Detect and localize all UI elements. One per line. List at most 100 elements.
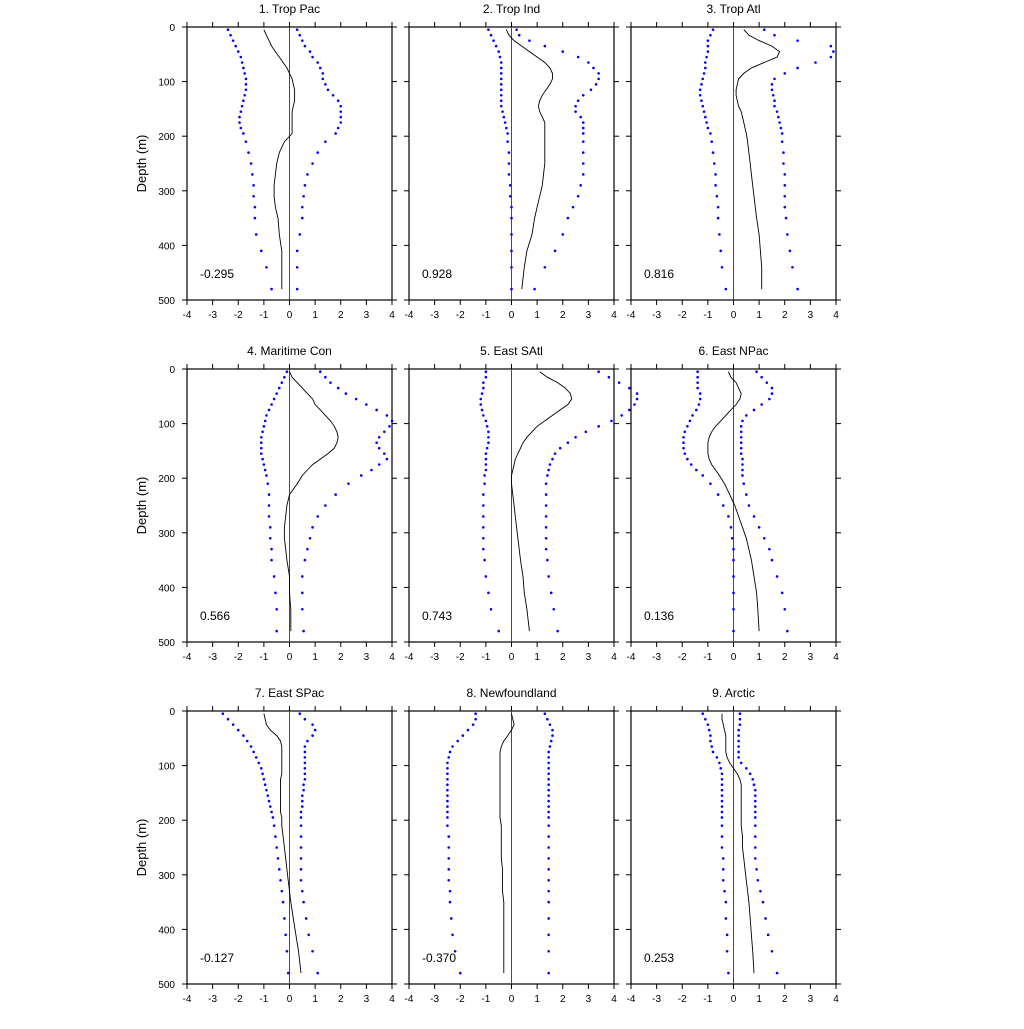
- panel-8-x-tick-label: 3: [586, 994, 592, 1005]
- panel-3-x-tick-label: 3: [808, 310, 814, 321]
- panel-6-lower-bound-point: [691, 414, 694, 417]
- panel-1-upper-bound-point: [306, 173, 309, 176]
- panel-2-upper-bound-point: [528, 39, 531, 42]
- panel-3-x-tick-label: 4: [833, 310, 839, 321]
- panel-5-title: 5. East SAtl: [480, 344, 543, 358]
- panel-6-upper-bound-point: [760, 375, 763, 379]
- panel-9-lower-bound-point: [706, 723, 710, 726]
- panel-5-mean-line: [511, 371, 573, 632]
- panel-8-upper-bound-point: [548, 745, 552, 748]
- panel-4-lower-bound-point: [275, 607, 278, 611]
- panel-8-lower-bound-point: [453, 949, 457, 953]
- panel-5-lower-bound-point: [482, 381, 485, 384]
- panel-4-y-tick-label: 200: [158, 474, 175, 485]
- panel-7-lower-bound-point: [284, 933, 287, 937]
- panel-4-upper-bound-point: [385, 457, 389, 461]
- panel-6-lower-bound-point: [732, 607, 735, 611]
- panel-6-upper-bound-point: [745, 414, 748, 417]
- panel-3-lower-bound-point: [711, 28, 715, 32]
- panel-6-mean-line: [707, 371, 760, 632]
- panel-4-lower-bound-point: [263, 419, 267, 423]
- panel-4-lower-bound-point: [263, 468, 267, 472]
- panel-7-x-tick-label: 4: [389, 994, 395, 1005]
- panel-9-lower-bound-point: [721, 857, 725, 860]
- panel-6-lower-bound-point: [696, 375, 699, 379]
- panel-3-upper-bound-point: [814, 61, 817, 64]
- panel-1-lower-bound-point: [253, 216, 257, 220]
- panel-6-upper-bound-point: [757, 526, 761, 529]
- panel-3-lower-bound-point: [719, 249, 722, 253]
- panel-7-upper-bound-point: [299, 835, 303, 838]
- panel-9-upper-bound-point: [753, 810, 757, 814]
- panel-1-upper-bound-point: [301, 205, 304, 209]
- panel-3-upper-bound-point: [782, 162, 785, 165]
- panel-6-lower-bound-point: [696, 381, 699, 384]
- panel-2-lower-bound-point: [487, 28, 490, 32]
- panel-7-lower-bound-point: [276, 857, 280, 860]
- panel-4-lower-bound-point: [267, 408, 271, 412]
- panel-3-mean-line: [735, 29, 781, 290]
- panel-2-x-tick-label: 4: [611, 310, 617, 321]
- panel-4-upper-bound-point: [347, 482, 350, 485]
- panel-4-lower-bound-point: [275, 629, 278, 633]
- panel-3-lower-bound-point: [718, 233, 721, 236]
- panel-2-lower-bound-point: [498, 55, 502, 59]
- panel-1-lower-bound-point: [226, 28, 230, 32]
- panel-7-upper-bound-point: [311, 949, 314, 953]
- panel-2-lower-bound-point: [499, 93, 503, 97]
- panel-8-upper-bound-point: [547, 783, 550, 787]
- panel-1-upper-bound-point: [311, 162, 314, 165]
- panel-2-lower-bound-point: [494, 44, 498, 48]
- panel-9-upper-bound-point: [737, 739, 740, 743]
- panel-8-x-tick-label: -4: [405, 994, 414, 1005]
- panel-4-lower-bound-point: [277, 386, 281, 390]
- panel-4-x-tick-label: 2: [338, 652, 344, 663]
- panel-7-lower-bound-point: [286, 971, 290, 975]
- panel-7-upper-bound-point: [302, 783, 305, 787]
- panel-1-annotation: -0.295: [200, 267, 234, 281]
- panel-8-lower-bound-point: [446, 799, 449, 803]
- panel-6-lower-bound-point: [695, 468, 698, 472]
- panel-4-upper-bound-point: [377, 446, 381, 450]
- panel-5-upper-bound-point: [548, 463, 552, 466]
- panel-3-upper-bound-point: [796, 287, 799, 291]
- panel-1-upper-bound-point: [321, 72, 325, 75]
- panel-1-lower-bound-point: [242, 99, 245, 103]
- panel-1-upper-bound-point: [336, 99, 340, 103]
- panel-1-lower-bound-point: [242, 132, 245, 135]
- panel-9-lower-bound-point: [719, 767, 722, 770]
- panel-9-lower-bound-point: [720, 788, 724, 792]
- panel-4-upper-bound-point: [390, 419, 394, 423]
- panel-3-lower-bound-point: [706, 126, 710, 130]
- panel-4-lower-bound-point: [280, 381, 284, 384]
- panel-9-upper-bound-point: [737, 728, 740, 732]
- panel-4-y-tick-label: 300: [158, 529, 175, 540]
- panel-8-upper-bound-point: [543, 712, 547, 716]
- panel-2-lower-bound-point: [499, 66, 503, 70]
- panel-3-upper-bound-point: [783, 194, 787, 198]
- panel-3-lower-bound-point: [698, 93, 702, 97]
- panel-2-lower-bound-point: [506, 132, 509, 135]
- panel-8-lower-bound-point: [446, 816, 449, 819]
- panel-2-lower-bound-point: [503, 121, 507, 124]
- panel-4-upper-bound-point: [359, 474, 363, 477]
- panel-1-upper-bound-point: [318, 66, 322, 70]
- panel-5-upper-bound-point: [552, 607, 556, 611]
- panel-1-x-tick-label: -1: [259, 310, 268, 321]
- panel-9-lower-bound-point: [711, 750, 715, 754]
- panel-5-upper-bound-point: [635, 397, 639, 401]
- panel-5-upper-bound-point: [546, 558, 549, 562]
- panel-8-lower-bound-point: [447, 756, 451, 759]
- panel-2-annotation: 0.928: [422, 267, 452, 281]
- panel-6-upper-bound-point: [741, 474, 744, 477]
- panel-3-x-tick-label: 0: [731, 310, 737, 321]
- panel-4-lower-bound-point: [260, 446, 263, 450]
- panel-7-lower-bound-point: [279, 878, 282, 882]
- panel-5-lower-bound-point: [483, 558, 486, 562]
- panel-4-upper-bound-point: [383, 452, 386, 455]
- panel-3-title: 3. Trop Atl: [706, 2, 760, 16]
- panel-9-upper-bound-point: [737, 745, 740, 748]
- panel-2-x-tick-label: 2: [560, 310, 566, 321]
- panel-6-upper-bound-point: [770, 392, 774, 395]
- panel-9-upper-bound-point: [753, 794, 757, 797]
